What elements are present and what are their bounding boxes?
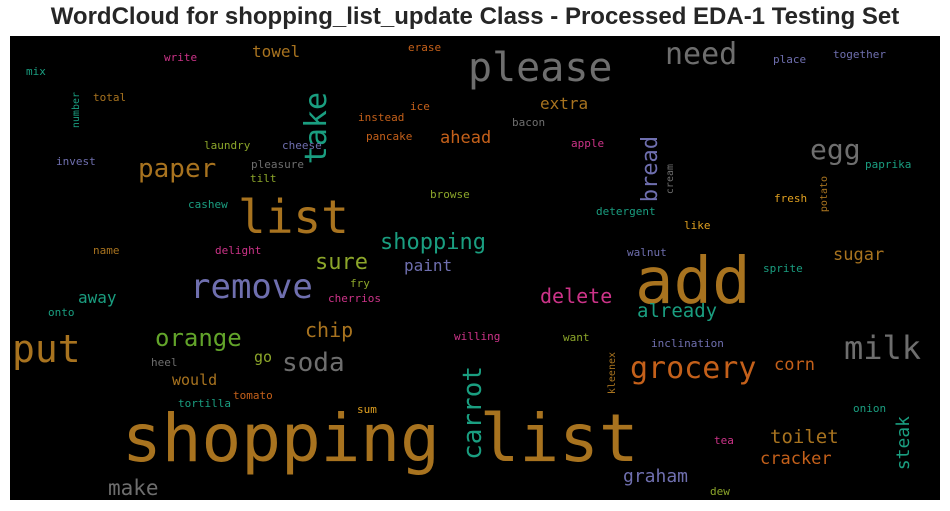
word-already: already xyxy=(637,300,718,322)
word-take: take xyxy=(299,91,334,165)
word-inclination: inclination xyxy=(651,337,724,350)
word-dew: dew xyxy=(710,485,730,498)
word-go: go xyxy=(254,348,273,366)
word-ice: ice xyxy=(410,100,430,113)
word-want: want xyxy=(563,331,590,344)
word-soda: soda xyxy=(282,348,345,378)
word-cheese: cheese xyxy=(282,139,322,152)
word-sum: sum xyxy=(357,403,377,416)
word-tilt: tilt xyxy=(250,172,277,185)
word-paint: paint xyxy=(404,256,453,275)
word-apple: apple xyxy=(571,137,605,150)
word-pleasure: pleasure xyxy=(251,158,304,171)
word-delete: delete xyxy=(540,284,613,308)
word-steak: steak xyxy=(893,415,914,471)
word-away: away xyxy=(78,288,117,307)
word-erase: erase xyxy=(408,41,442,54)
word-onion: onion xyxy=(853,402,887,415)
word-extra: extra xyxy=(540,94,589,113)
word-grocery: grocery xyxy=(630,351,757,386)
word-willing: willing xyxy=(454,330,501,343)
word-heel: heel xyxy=(151,356,178,369)
word-total: total xyxy=(93,91,127,104)
word-laundry: laundry xyxy=(204,139,251,152)
word-onto: onto xyxy=(48,306,75,319)
word-detergent: detergent xyxy=(596,205,656,218)
word-remove: remove xyxy=(190,267,313,307)
word-tomato: tomato xyxy=(233,389,273,402)
word-write: write xyxy=(164,51,198,64)
word-pancake: pancake xyxy=(366,130,413,143)
word-milk: milk xyxy=(844,329,922,367)
word-make: make xyxy=(108,476,159,500)
word-number: number xyxy=(71,91,82,129)
word-paper: paper xyxy=(138,154,217,184)
word-invest: invest xyxy=(56,155,96,168)
word-place: place xyxy=(773,53,807,66)
word-delight: delight xyxy=(215,244,262,257)
word-cloud-canvas: shopping list add please list remove put milk g… xyxy=(10,36,940,500)
word-paprika: paprika xyxy=(865,158,912,171)
word-shopping-list: shopping list xyxy=(122,400,639,477)
word-corn: corn xyxy=(774,355,815,375)
word-need: need xyxy=(665,37,738,72)
word-cherrios: cherrios xyxy=(328,292,381,305)
word-potato: potato xyxy=(819,175,830,213)
word-browse: browse xyxy=(430,188,470,201)
word-bread: bread xyxy=(638,135,663,203)
word-toilet: toilet xyxy=(770,426,839,448)
word-mix: mix xyxy=(26,65,46,78)
word-kleenex: kleenex xyxy=(607,351,618,395)
word-orange: orange xyxy=(155,324,242,352)
word-egg: egg xyxy=(810,133,861,166)
word-shopping: shopping xyxy=(380,230,486,255)
word-chip: chip xyxy=(305,318,354,342)
word-tea: tea xyxy=(714,434,734,447)
word-name: name xyxy=(93,244,120,257)
word-bacon: bacon xyxy=(512,116,546,129)
word-list: list xyxy=(238,190,349,244)
word-add: add xyxy=(635,245,751,319)
word-sprite: sprite xyxy=(763,262,803,275)
word-fresh: fresh xyxy=(774,192,808,205)
word-instead: instead xyxy=(358,111,405,124)
word-sure: sure xyxy=(315,250,368,275)
word-ahead: ahead xyxy=(440,128,492,148)
word-like: like xyxy=(684,219,711,232)
word-fry: fry xyxy=(350,277,370,290)
word-carrot: carrot xyxy=(458,365,488,460)
word-walnut: walnut xyxy=(627,246,667,259)
word-tortilla: tortilla xyxy=(178,397,231,410)
word-sugar: sugar xyxy=(833,245,885,265)
word-together: together xyxy=(833,48,886,61)
chart-title: WordCloud for shopping_list_update Class… xyxy=(50,3,900,30)
word-please: please xyxy=(468,45,613,91)
word-graham: graham xyxy=(623,466,689,487)
word-would: would xyxy=(172,371,218,389)
word-cashew: cashew xyxy=(188,198,228,211)
word-cream: cream xyxy=(665,163,676,195)
word-cracker: cracker xyxy=(760,449,832,469)
word-towel: towel xyxy=(252,42,301,61)
word-put: put xyxy=(12,327,81,371)
